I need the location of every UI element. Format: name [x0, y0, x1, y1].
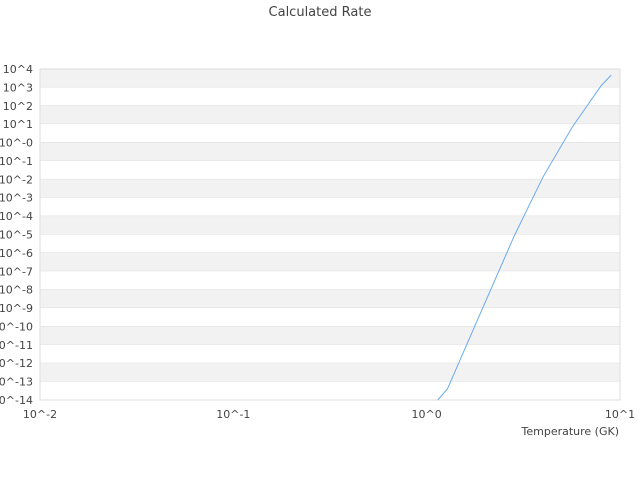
grid-band [40, 179, 620, 198]
y-tick-label: 10^-11 [0, 339, 33, 352]
y-tick-label: 10^-4 [0, 210, 33, 223]
y-tick-label: 10^-5 [0, 229, 33, 242]
x-tick-label: 10^0 [412, 408, 442, 421]
grid-band [40, 87, 620, 106]
y-tick-label: 10^-13 [0, 376, 33, 389]
y-tick-label: 10^-0 [0, 137, 33, 150]
grid-band [40, 271, 620, 290]
x-axis-ticks: 10^-2 10^-1 10^0 10^1 [23, 408, 635, 421]
chart-title: Calculated Rate [269, 5, 372, 20]
y-tick-label: 10^-8 [0, 284, 33, 297]
grid-band [40, 197, 620, 217]
grid-band [40, 252, 620, 272]
y-tick-label: 10^2 [3, 100, 33, 113]
grid-band [40, 160, 620, 180]
y-tick-label: 10^-3 [0, 192, 33, 205]
y-axis-ticks: 10^4 10^3 10^2 10^1 10^-0 10^-1 10^-2 10^-3 10^-… [0, 63, 33, 407]
grid-band [40, 344, 620, 364]
y-tick-label: 10^-12 [0, 357, 33, 370]
y-tick-label: 10^-14 [0, 394, 33, 407]
grid-bands [40, 69, 620, 401]
grid-band [40, 216, 620, 235]
grid-band [40, 234, 620, 253]
grid-band [40, 105, 620, 125]
y-tick-label: 10^4 [3, 63, 33, 76]
grid-band [40, 308, 620, 327]
series-line [437, 74, 612, 401]
x-tick-label: 10^-1 [216, 408, 250, 421]
y-tick-label: 10^3 [3, 81, 33, 94]
y-tick-label: 10^-1 [0, 155, 33, 168]
grid-band [40, 69, 620, 88]
grid-band [40, 381, 620, 400]
y-tick-label: 10^-7 [0, 265, 33, 278]
y-tick-label: 10^-2 [0, 173, 33, 186]
grid-band [40, 326, 620, 345]
grid-band [40, 142, 620, 161]
x-tick-label: 10^-2 [23, 408, 57, 421]
y-tick-label: 10^-6 [0, 247, 33, 260]
grid-band [40, 289, 620, 309]
x-axis-label: Temperature (GK) [521, 425, 620, 438]
y-tick-label: 10^1 [3, 118, 33, 131]
plot-border [39, 68, 621, 401]
y-tick-label: 10^-10 [0, 320, 33, 333]
grid-band [40, 363, 620, 382]
y-tick-label: 10^-9 [0, 302, 33, 315]
grid-band [40, 124, 620, 143]
x-tick-label: 10^1 [605, 408, 635, 421]
